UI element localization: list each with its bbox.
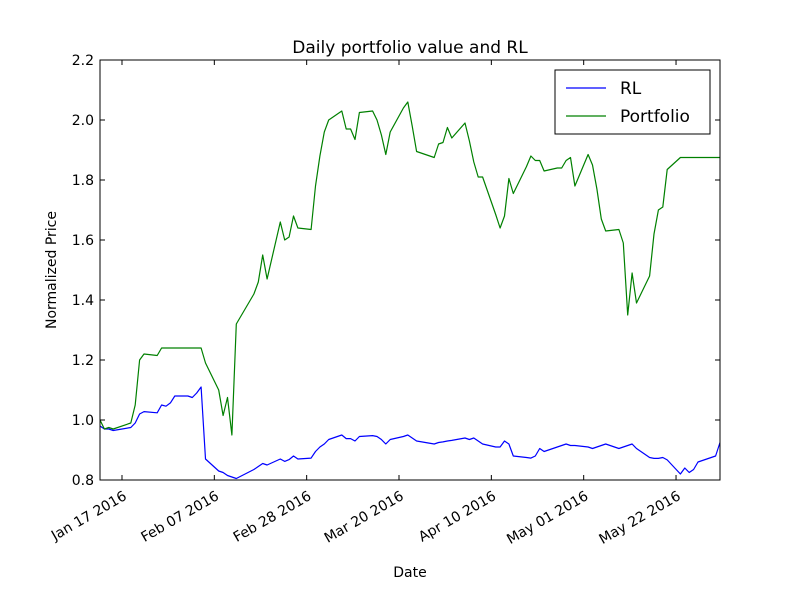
y-axis-ticks: 0.8 1.0 1.2 1.4 1.6 1.8 2.0 2.2 [72, 53, 720, 489]
y-tick-label: 1.4 [72, 293, 94, 309]
y-axis-title: Normalized Price [44, 211, 60, 329]
plot-series [99, 101, 721, 480]
legend-box [554, 69, 711, 135]
series-line-rl [99, 386, 721, 480]
legend-label-portfolio: Portfolio [620, 107, 690, 127]
chart-title: Daily portfolio value and RL [292, 38, 528, 58]
y-tick-label: 1.6 [72, 233, 94, 249]
legend-label-rl: RL [620, 79, 642, 99]
y-tick-label: 0.8 [72, 473, 94, 489]
y-tick-label: 1.0 [72, 413, 94, 429]
y-tick-label: 1.8 [72, 173, 94, 189]
x-axis-title: Date [393, 565, 426, 581]
legend: RL Portfolio [554, 69, 711, 135]
series-line-portfolio [99, 101, 720, 436]
y-tick-label: 2.0 [72, 113, 94, 129]
plot-frame [99, 59, 721, 481]
y-tick-label: 2.2 [72, 53, 94, 69]
y-tick-label: 1.2 [72, 353, 94, 369]
